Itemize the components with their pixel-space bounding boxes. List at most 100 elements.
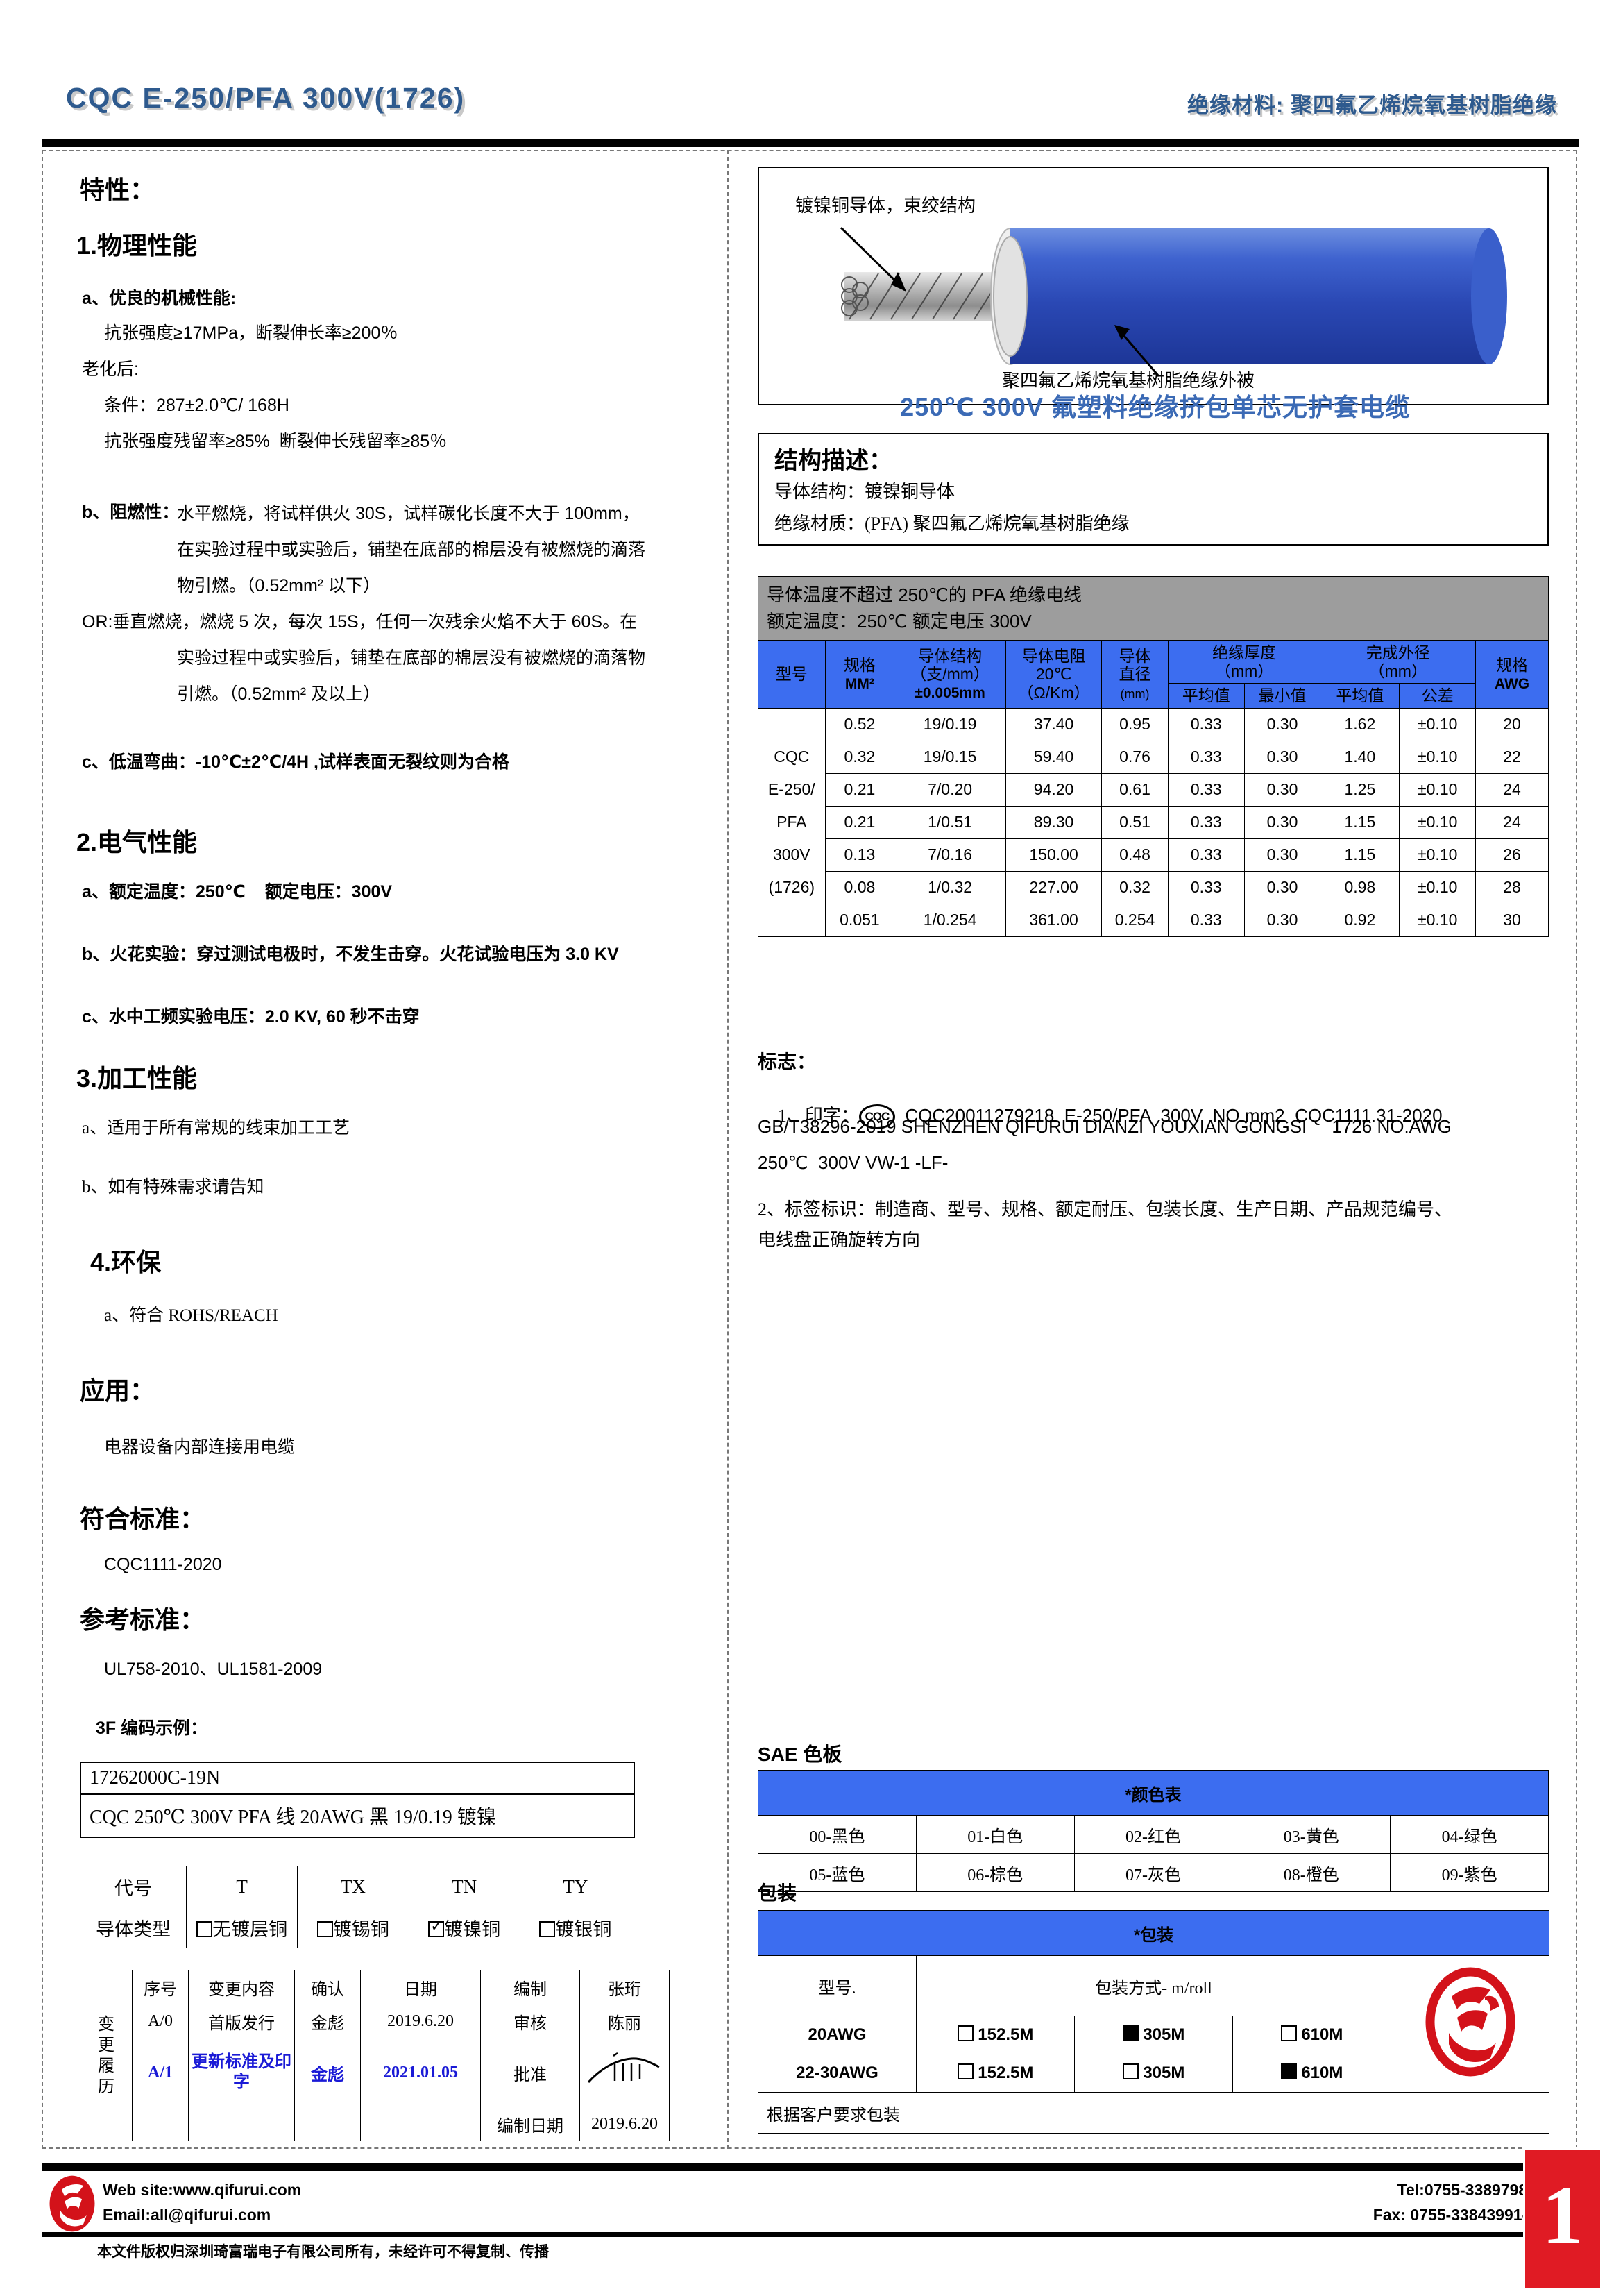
cond-opt-0[interactable]: 无镀层铜 [185,1907,298,1948]
color-cell-02: 02-红色 [1073,1815,1233,1854]
spec-cell-r6-c6: 0.92 [1320,903,1400,937]
spec-cell-r6-c5: 0.30 [1243,903,1321,937]
rev-r2-name: 2019.6.20 [579,2107,670,2141]
rev-h3: 日期 [360,1970,481,2004]
spec-cell-r0-c0: 0.52 [824,707,895,741]
header-product-title: CQC E-250/PFA 300V(1726) [66,82,466,114]
structure-line1: 导体结构：镀镍铜导体 [774,482,955,502]
packaging-option-152.5M[interactable]: 152.5M [916,2054,1075,2093]
spec-cell-r4-c8: 26 [1475,838,1549,872]
structure-line2: 绝缘材质：(PFA) 聚四氟乙烯烷氧基树脂绝缘 [774,514,1130,534]
s3-a-text: a、适用于所有常规的线束加工工艺 [82,1119,350,1138]
checkbox-unchecked-icon[interactable] [1122,2063,1139,2079]
footer-email[interactable]: Email:all@qifurui.com [103,2206,271,2224]
color-cell-07: 07-灰色 [1073,1853,1233,1892]
table-row: 0.32 19/0.15 59.40 0.76 0.33 0.30 1.40 ±0.10 22 [758,740,1549,774]
cond-opt-1[interactable]: 镀锡铜 [297,1907,409,1948]
packaging-col-method-label: 包装方式- m/roll [1095,1979,1212,1998]
spec-group-insulation-label: 绝缘厚度 [1212,643,1277,662]
spec-col-model: 型号 [758,640,826,709]
s1-b-line1: 水平燃烧，将试样供火 30S，试样碳化长度不大于 100mm， [177,504,640,523]
table-row: 0.13 7/0.16 150.00 0.48 0.33 0.30 1.15 ±0.10 26 [758,838,1549,872]
spec-group-od-unit: （mm） [1368,661,1427,680]
packaging-title: 包装 [758,1882,797,1904]
rev-r2-role: 编制日期 [480,2107,580,2141]
checkbox-unchecked-icon[interactable] [316,1921,333,1937]
table-row: 00-黑色 01-白色 02-红色 03-黄色 04-绿色 [758,1815,1549,1854]
checkbox-checked-icon[interactable] [1122,2025,1139,2041]
packaging-option-610M[interactable]: 610M [1232,2054,1391,2093]
table-row: *颜色表 [758,1770,1549,1816]
reference-standards-title: 参考标准： [80,1605,205,1634]
packaging-option-305M[interactable]: 305M [1074,2016,1233,2054]
rev-h0: 序号 [132,1970,189,2004]
cond-h3: TN [408,1866,520,1907]
rev-r2-confirm [294,2107,361,2141]
checkbox-checked-icon[interactable]: ✓ [428,1918,445,1937]
spec-cell-r1-c4: 0.33 [1167,740,1245,774]
color-cell-03: 03-黄色 [1232,1815,1391,1854]
spec-cell-r5-c5: 0.30 [1243,870,1321,904]
spec-cell-r0-c3: 0.95 [1101,707,1169,741]
spec-cell-r0-c2: 37.40 [1005,707,1103,741]
packaging-option-305M[interactable]: 305M [1074,2054,1233,2093]
structure-description-box: 结构描述： 导体结构：镀镍铜导体 绝缘材质：(PFA) 聚四氟乙烯烷氧基树脂绝缘 [758,433,1549,546]
spec-group-insulation: 绝缘厚度 （mm） [1167,640,1321,684]
checkbox-unchecked-icon[interactable] [196,1921,213,1937]
spec-cell-r1-c8: 22 [1475,740,1549,774]
color-cell-05: 05-蓝色 [758,1853,917,1892]
spec-group-od-label: 完成外径 [1366,643,1430,662]
spec-col-ins-min: 最小值 [1243,683,1321,709]
s1-or-line2: 实验过程中或实验后，铺垫在底部的棉层没有被燃烧的滴落物 [177,648,646,668]
spec-col-size: 规格 MM² [824,640,895,709]
cond-opt-2[interactable]: ✓ 镀镍铜 [408,1907,520,1948]
cond-h1: T [185,1866,298,1907]
marking-title: 标志： [758,1051,817,1072]
packaging-model-20AWG: 20AWG [758,2016,917,2054]
section-1-title: 1.物理性能 [76,231,198,260]
spec-banner: 导体温度不超过 250℃的 PFA 绝缘电线 额定温度：250℃ 额定电压 30… [758,575,1549,641]
rev-h2: 确认 [294,1970,361,2004]
marking-label-line1: 2、标签标识：制造商、型号、规格、额定耐压、包装长度、生产日期、产品规范编号、 [758,1199,1453,1219]
footer-tel: Tel:0755-33897988 [1397,2181,1536,2199]
spec-cell-r3-c0: 0.21 [824,805,895,839]
cond-opt-0-label: 无镀层铜 [212,1918,288,1940]
checkbox-unchecked-icon[interactable] [539,1921,556,1937]
spec-cell-r0-c6: 1.62 [1320,707,1400,741]
color-cell-04: 04-绿色 [1390,1815,1549,1854]
packaging-option-610M[interactable]: 610M [1232,2016,1391,2054]
spec-col-od-tol: 公差 [1399,683,1477,709]
code-example-line2: CQC 250℃ 300V PFA 线 20AWG 黑 19/0.19 镀镍 [90,1807,496,1828]
packaging-table-title: *包装 [757,1910,1550,1956]
checkbox-unchecked-icon[interactable] [1280,2025,1297,2041]
s1-a-line1: 抗张强度≥17MPa，断裂伸长率≥200％ [104,323,398,343]
s1-or-line1: OR:垂直燃烧，燃烧 5 次，每次 15S，任何一次残余火焰不大于 60S。在 [82,612,638,632]
footer-logo-icon [49,2175,95,2232]
table-row: 0.21 1/0.51 89.30 0.51 0.33 0.30 1.15 ±0.10 24 [758,805,1549,839]
rev-r2-no [132,2107,189,2141]
table-row: 型号. 包装方式- m/roll [758,1955,1550,2093]
checkbox-unchecked-icon[interactable] [957,2025,974,2041]
table-row: 编制日期 2019.6.20 [80,2107,670,2141]
spec-cell-r6-c7: ±0.10 [1399,903,1477,937]
section-2-title: 2.电气性能 [76,828,198,856]
cable-illustration-box: 镀镍铜导体，束绞结构 聚四氟乙烯烷氧基树脂绝缘外被 [758,167,1549,405]
footer-website[interactable]: Web site:www.qifurui.com [103,2181,302,2199]
s4-a-text: a、符合 ROHS/REACH [104,1306,278,1325]
footer-divider-bottom [42,2232,1579,2237]
cond-opt-3[interactable]: 镀银铜 [519,1907,632,1948]
checkbox-unchecked-icon[interactable] [957,2063,974,2079]
packaging-note: 根据客户要求包装 [757,2092,1550,2134]
rev-r0-confirm: 金彪 [294,2004,361,2038]
color-table-title: *颜色表 [758,1770,1549,1816]
conductor-type-table: 代号 T TX TN TY 导体类型 无镀层铜 镀锡铜 ✓ 镀镍铜 镀银铜 [80,1866,632,1948]
spec-cell-r5-c7: ±0.10 [1399,870,1477,904]
spec-cell-r1-c7: ±0.10 [1399,740,1477,774]
spec-cell-r0-c8: 20 [1475,707,1549,741]
rev-r0-content: 首版发行 [188,2004,295,2038]
table-row: A/0 首版发行 金彪 2019.6.20 审核 陈丽 [80,2004,670,2038]
marking-line-1: 1、印字： CQC CQC20011279218 E-250/PFA 300V N… [758,1080,1443,1151]
checkbox-checked-icon[interactable] [1280,2063,1297,2079]
code-example-box: 17262000C-19N CQC 250℃ 300V PFA 线 20AWG … [80,1762,635,1838]
packaging-option-152.5M[interactable]: 152.5M [916,2016,1075,2054]
